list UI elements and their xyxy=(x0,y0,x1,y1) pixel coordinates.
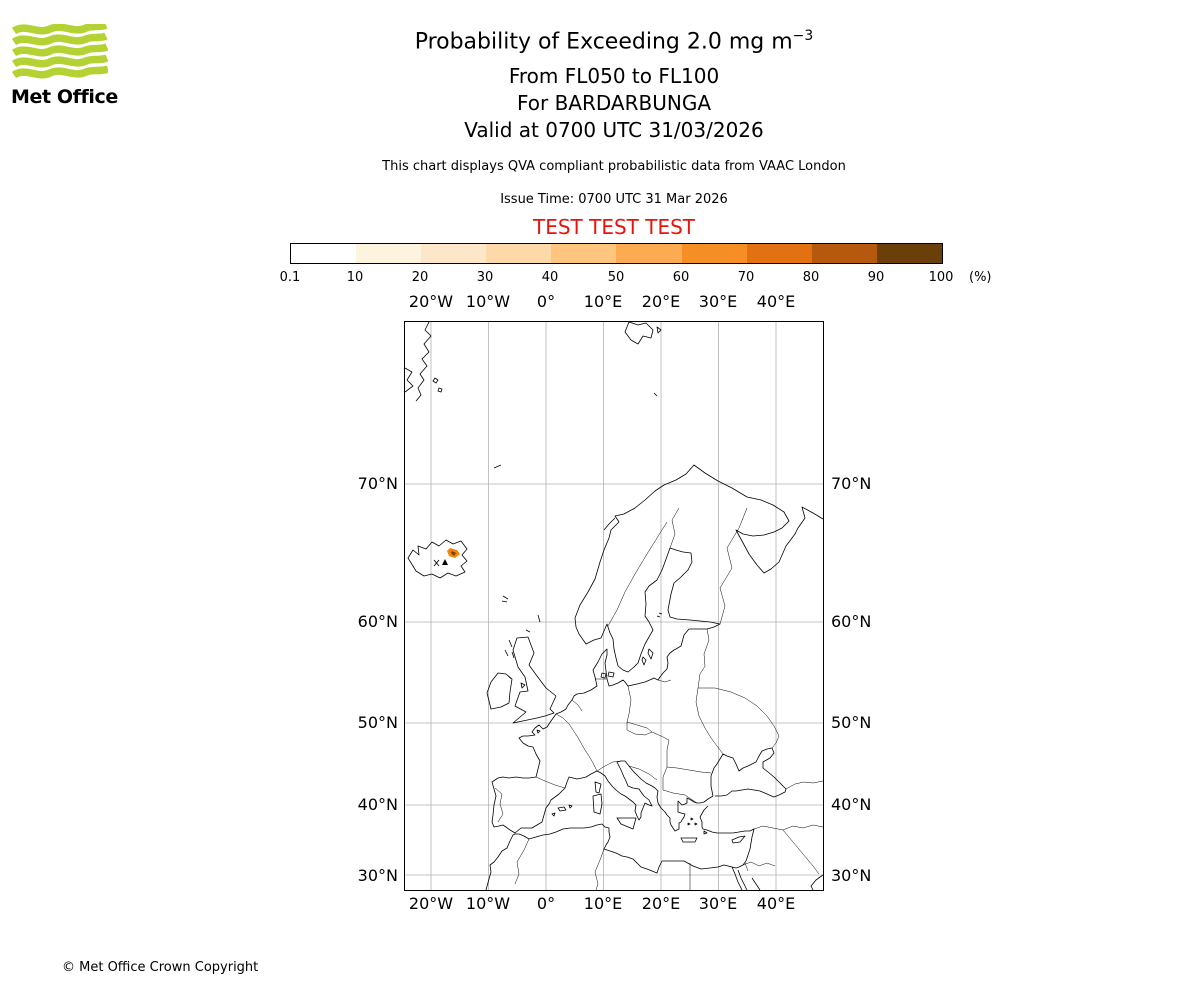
colorbar-segment xyxy=(681,244,747,263)
lat-label-right: 30°N xyxy=(831,866,872,885)
logo-text: Met Office xyxy=(11,86,118,108)
lat-label-right: 60°N xyxy=(831,612,872,631)
lon-label-top: 10°E xyxy=(583,292,623,311)
colorbar-tick: 20 xyxy=(411,270,429,285)
test-banner: TEST TEST TEST xyxy=(532,215,695,239)
map-frame xyxy=(404,321,824,891)
lat-label-right: 70°N xyxy=(831,474,872,493)
lat-label-left: 70°N xyxy=(357,474,398,493)
subtitle-flight-levels: From FL050 to FL100 xyxy=(508,64,720,88)
colorbar-segment xyxy=(876,244,942,263)
colorbar-segment xyxy=(811,244,877,263)
lon-label-bottom: 0° xyxy=(536,894,556,913)
colorbar-segment xyxy=(291,244,357,263)
grid-lines xyxy=(405,322,823,890)
subtitle-volcano: For BARDARBUNGA xyxy=(516,91,712,115)
colorbar-segment xyxy=(551,244,617,263)
lon-label-top: 10°W xyxy=(465,292,511,311)
lon-label-top: 20°W xyxy=(408,292,454,311)
colorbar-segment xyxy=(486,244,552,263)
mainland-coastline xyxy=(485,464,824,891)
volcano-marker-icon xyxy=(433,559,448,567)
country-borders xyxy=(494,507,824,891)
met-office-logo xyxy=(12,24,108,79)
lon-label-top: 30°E xyxy=(698,292,738,311)
lat-label-left: 30°N xyxy=(357,866,398,885)
subtitle-valid-time: Valid at 0700 UTC 31/03/2026 xyxy=(464,118,764,142)
title-text: Probability of Exceeding 2.0 mg m xyxy=(414,29,793,55)
colorbar-tick: 50 xyxy=(607,270,625,285)
colorbar-tick: 0.1 xyxy=(279,270,301,285)
lon-label-bottom: 10°W xyxy=(465,894,511,913)
great-britain-coastline xyxy=(512,636,557,724)
colorbar-tick: 90 xyxy=(867,270,885,285)
lon-label-bottom: 20°W xyxy=(408,894,454,913)
svalbard-coastline xyxy=(624,321,662,397)
ash-contour-core xyxy=(451,551,456,556)
copyright-notice: © Met Office Crown Copyright xyxy=(62,960,259,975)
colorbar-segment xyxy=(421,244,487,263)
colorbar-tick: 30 xyxy=(476,270,494,285)
title-exponent: −3 xyxy=(792,28,814,44)
lat-label-left: 60°N xyxy=(357,612,398,631)
greenland-coastline xyxy=(404,321,443,402)
ash-probability-area xyxy=(447,548,460,558)
colorbar-unit-label: (%) xyxy=(969,270,992,285)
qva-description: This chart displays QVA compliant probab… xyxy=(382,159,846,174)
colorbar-tick: 10 xyxy=(346,270,364,285)
islands-coastline xyxy=(493,464,746,844)
lon-label-top: 0° xyxy=(536,292,556,311)
lon-label-bottom: 10°E xyxy=(583,894,623,913)
europe-map xyxy=(404,321,824,891)
colorbar-tick: 60 xyxy=(672,270,690,285)
iceland-coastline xyxy=(407,539,468,579)
probability-colorbar xyxy=(290,243,943,264)
colorbar-tick: 40 xyxy=(541,270,559,285)
colorbar-segment xyxy=(616,244,682,263)
red-sea-coastline xyxy=(731,866,824,891)
colorbar-segment xyxy=(356,244,422,263)
logo-waves xyxy=(12,24,108,79)
colorbar-tick: 100 xyxy=(928,270,954,285)
colorbar-tick: 70 xyxy=(737,270,755,285)
lat-label-right: 50°N xyxy=(831,713,872,732)
issue-time: Issue Time: 0700 UTC 31 Mar 2026 xyxy=(500,192,728,207)
colorbar-tick: 80 xyxy=(802,270,820,285)
black-sea-coastline xyxy=(710,747,787,798)
lat-label-left: 40°N xyxy=(357,795,398,814)
lon-label-bottom: 40°E xyxy=(756,894,796,913)
lat-label-right: 40°N xyxy=(831,795,872,814)
coastlines xyxy=(404,321,824,891)
page-title: Probability of Exceeding 2.0 mg m−3 xyxy=(28,28,1200,54)
lon-label-bottom: 20°E xyxy=(641,894,681,913)
lat-label-left: 50°N xyxy=(357,713,398,732)
lon-label-top: 40°E xyxy=(756,292,796,311)
colorbar-segment xyxy=(746,244,812,263)
ireland-coastline xyxy=(486,672,513,710)
lon-label-top: 20°E xyxy=(641,292,681,311)
lon-label-bottom: 30°E xyxy=(698,894,738,913)
